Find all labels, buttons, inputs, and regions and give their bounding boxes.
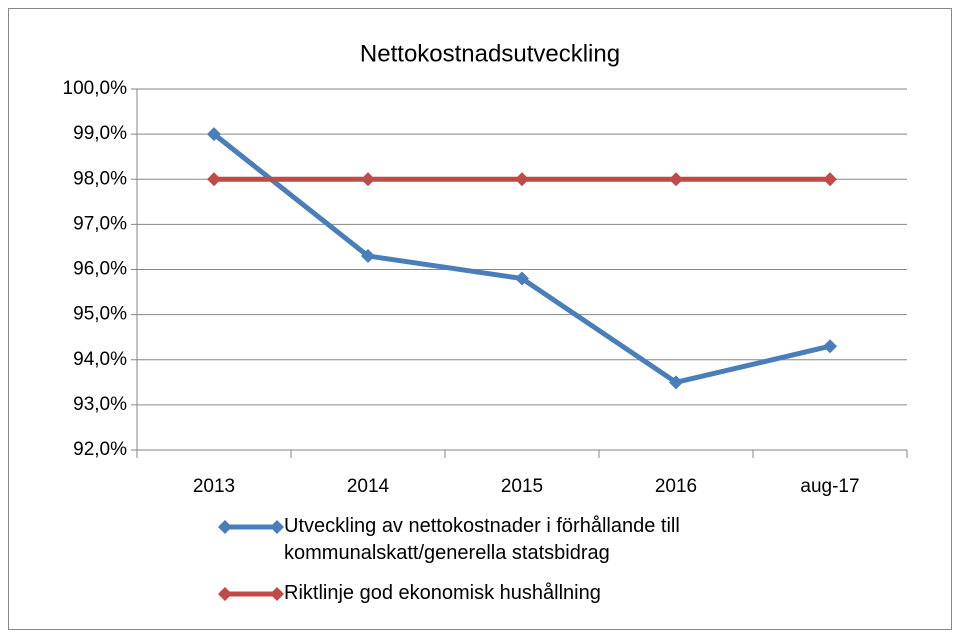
- y-tick-label: 99,0%: [73, 123, 127, 144]
- x-tick-label: 2016: [655, 476, 697, 497]
- marker: [361, 172, 375, 187]
- marker: [207, 172, 221, 187]
- y-tick-label: 96,0%: [73, 259, 127, 280]
- y-tick-label: 92,0%: [73, 439, 127, 460]
- x-tick-label: 2015: [501, 476, 543, 497]
- marker: [823, 339, 837, 354]
- marker: [207, 127, 221, 142]
- x-tick-label: 2014: [347, 476, 390, 497]
- marker: [669, 375, 683, 390]
- y-tick-label: 97,0%: [73, 213, 127, 234]
- chart-border: [8, 8, 952, 630]
- legend-marker: [270, 520, 284, 534]
- marker: [823, 172, 837, 187]
- y-tick-label: 93,0%: [73, 394, 127, 415]
- marker: [515, 172, 529, 187]
- y-tick-label: 98,0%: [73, 168, 127, 189]
- legend-label: Utveckling av nettokostnader i förhållan…: [284, 515, 680, 564]
- x-tick-label: aug-17: [800, 476, 859, 497]
- y-tick-label: 100,0%: [63, 78, 128, 99]
- legend-marker: [218, 520, 232, 534]
- legend-label: Riktlinje god ekonomisk hushållning: [284, 582, 601, 604]
- legend-marker: [270, 587, 284, 601]
- legend-marker: [218, 587, 232, 601]
- y-tick-label: 95,0%: [73, 304, 127, 325]
- chart-title: Nettokostnadsutveckling: [360, 40, 620, 67]
- marker: [669, 172, 683, 187]
- marker: [515, 271, 529, 286]
- marker: [361, 248, 375, 263]
- y-tick-label: 94,0%: [73, 349, 127, 370]
- x-tick-label: 2013: [193, 476, 235, 497]
